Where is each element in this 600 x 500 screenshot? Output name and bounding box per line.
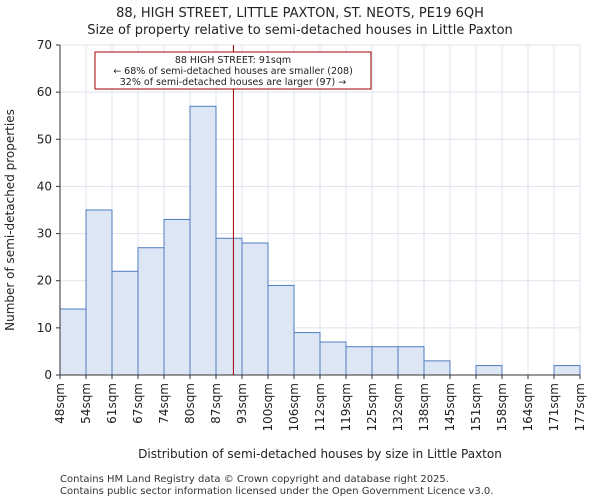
x-tick-label: 67sqm [131, 383, 145, 424]
x-tick-label: 87sqm [209, 383, 223, 424]
histogram-bar [345, 346, 373, 376]
histogram-bar [267, 284, 295, 376]
x-tick-label: 74sqm [157, 383, 171, 424]
histogram-bar [85, 209, 113, 376]
histogram-bar [59, 308, 87, 376]
y-tick-label: 40 [37, 179, 52, 193]
histogram-bar [553, 365, 581, 376]
y-tick-label: 60 [37, 85, 52, 99]
x-axis-label: Distribution of semi-detached houses by … [138, 447, 502, 461]
histogram-bar [189, 105, 217, 376]
histogram-bar [137, 247, 165, 376]
x-tick-label: 106sqm [287, 383, 301, 431]
histogram-bar [293, 332, 321, 376]
annotation-smaller: ← 68% of semi-detached houses are smalle… [113, 66, 353, 77]
histogram-bar [215, 237, 243, 376]
x-tick-label: 48sqm [53, 383, 67, 424]
x-tick-label: 145sqm [443, 383, 457, 431]
histogram-bar [423, 360, 451, 376]
x-tick-label: 119sqm [339, 383, 353, 431]
chart-title-line2: Size of property relative to semi-detach… [87, 23, 513, 38]
histogram-bar [475, 365, 503, 376]
x-tick-label: 93sqm [235, 383, 249, 424]
annotation-larger: 32% of semi-detached houses are larger (… [120, 77, 347, 88]
footer-line2: Contains public sector information licen… [60, 486, 494, 497]
y-tick-label: 0 [44, 368, 52, 382]
footer-line1: Contains HM Land Registry data © Crown c… [60, 474, 449, 485]
histogram-bar [111, 270, 139, 376]
x-tick-label: 54sqm [79, 383, 93, 424]
x-tick-label: 132sqm [391, 383, 405, 431]
x-tick-label: 125sqm [365, 383, 379, 431]
x-tick-label: 138sqm [417, 383, 431, 431]
y-tick-label: 20 [37, 274, 52, 288]
x-tick-label: 61sqm [105, 383, 119, 424]
y-axis-label: Number of semi-detached properties [3, 109, 17, 331]
histogram-bar [397, 346, 425, 376]
annotation-title: 88 HIGH STREET: 91sqm [175, 55, 291, 66]
y-tick-label: 70 [37, 38, 52, 52]
histogram-bar [319, 341, 347, 376]
x-tick-label: 164sqm [521, 383, 535, 431]
x-tick-label: 100sqm [261, 383, 275, 431]
x-tick-label: 80sqm [183, 383, 197, 424]
x-tick-label: 177sqm [573, 383, 587, 431]
histogram-bar [371, 346, 399, 376]
x-tick-label: 151sqm [469, 383, 483, 431]
x-tick-label: 112sqm [313, 383, 327, 431]
y-tick-label: 50 [37, 132, 52, 146]
chart-title-line1: 88, HIGH STREET, LITTLE PAXTON, ST. NEOT… [116, 6, 484, 21]
x-tick-label: 158sqm [495, 383, 509, 431]
x-tick-label: 171sqm [547, 383, 561, 431]
histogram-bar [163, 218, 191, 376]
annotation-box [94, 51, 372, 90]
y-tick-label: 10 [37, 321, 52, 335]
histogram-bar [241, 242, 269, 376]
y-tick-label: 30 [37, 227, 52, 241]
